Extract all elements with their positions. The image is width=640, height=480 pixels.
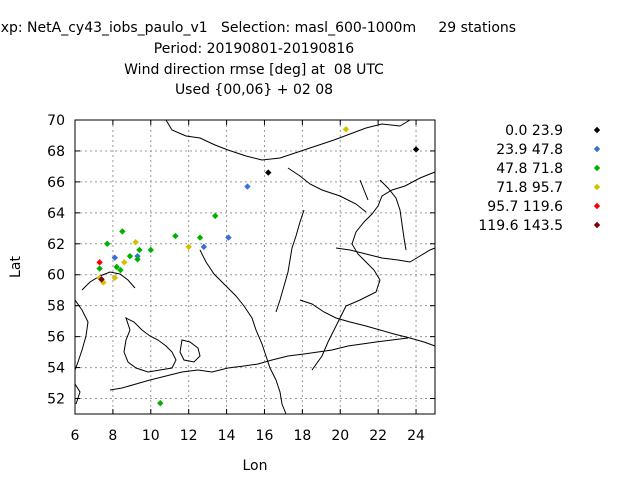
data-point bbox=[126, 252, 134, 260]
x-tick-label: 24 bbox=[407, 428, 425, 444]
coastline-finland-lakes bbox=[359, 179, 407, 251]
data-point bbox=[96, 274, 103, 282]
data-point bbox=[200, 243, 208, 251]
data-point bbox=[111, 274, 118, 282]
data-point bbox=[96, 259, 103, 266]
data-points bbox=[96, 126, 420, 407]
data-point bbox=[121, 259, 128, 266]
data-point bbox=[132, 239, 139, 246]
data-point bbox=[117, 266, 124, 274]
legend-entry-marker bbox=[593, 221, 601, 229]
x-axis-ticks: 6 8 10 12 14 16 18 20 22 24 bbox=[71, 120, 425, 444]
x-tick-label: 16 bbox=[256, 428, 274, 444]
data-point bbox=[212, 212, 219, 220]
data-point bbox=[265, 169, 272, 176]
y-tick-label: 52 bbox=[47, 392, 65, 408]
legend-entry-marker bbox=[593, 202, 601, 210]
legend-entry-label: 0.0 23.9 bbox=[505, 123, 563, 139]
legend-entry-marker bbox=[593, 145, 601, 153]
data-point bbox=[157, 399, 164, 407]
x-tick-label: 8 bbox=[108, 428, 117, 444]
chart-title-line-2: Period: 20190801-20190816 bbox=[153, 41, 355, 57]
legend-entry-marker bbox=[593, 183, 601, 191]
x-tick-label: 20 bbox=[331, 428, 349, 444]
coastline-germany-poland bbox=[109, 337, 409, 391]
data-point bbox=[104, 240, 111, 247]
y-axis-ticks: 52 54 56 58 60 62 64 66 68 70 bbox=[47, 113, 435, 408]
legend-entry-label: 23.9 47.8 bbox=[496, 142, 563, 158]
x-axis-label: Lon bbox=[243, 458, 268, 474]
plot-frame bbox=[74, 119, 436, 415]
data-point bbox=[172, 232, 179, 240]
y-tick-label: 60 bbox=[47, 268, 65, 284]
y-axis-label: Lat bbox=[8, 256, 24, 278]
y-tick-label: 56 bbox=[47, 330, 65, 346]
chart-title-line-3: Wind direction rmse [deg] at 08 UTC bbox=[124, 62, 384, 78]
y-tick-label: 54 bbox=[47, 361, 65, 377]
y-tick-label: 62 bbox=[47, 237, 65, 253]
legend-entry-label: 119.6 143.5 bbox=[478, 218, 563, 234]
legend-entry-marker bbox=[593, 126, 601, 134]
legend-entry-label: 71.8 95.7 bbox=[496, 180, 563, 196]
chart-title-line-1: Exp: NetA_cy43_iobs_paulo_v1 Selection: … bbox=[0, 20, 517, 36]
data-point bbox=[136, 246, 143, 254]
data-point bbox=[111, 254, 118, 261]
data-point bbox=[134, 256, 141, 263]
grid bbox=[75, 120, 435, 414]
coastline-map bbox=[74, 119, 436, 415]
x-tick-label: 22 bbox=[369, 428, 387, 444]
data-point bbox=[119, 228, 126, 235]
data-point bbox=[412, 146, 420, 153]
y-tick-label: 58 bbox=[47, 299, 65, 315]
y-tick-label: 68 bbox=[47, 144, 65, 160]
y-tick-label: 66 bbox=[47, 175, 65, 191]
coastline-britain bbox=[74, 299, 89, 405]
x-tick-label: 6 bbox=[71, 428, 80, 444]
y-tick-label: 70 bbox=[47, 113, 65, 129]
x-tick-label: 12 bbox=[180, 428, 198, 444]
coastline-denmark bbox=[123, 317, 201, 373]
chart-title-line-4: Used {00,06} + 02 08 bbox=[174, 82, 334, 98]
coastline-scandinavia bbox=[81, 119, 436, 415]
data-point bbox=[244, 183, 251, 190]
coastline-baltic-east bbox=[299, 247, 436, 347]
x-tick-label: 14 bbox=[218, 428, 236, 444]
y-tick-label: 64 bbox=[47, 206, 65, 222]
data-point bbox=[342, 126, 350, 133]
legend: 0.0 23.9 23.9 47.8 47.8 71.8 71.8 95.7 95.7 … bbox=[478, 123, 601, 234]
data-point bbox=[225, 234, 232, 241]
data-point bbox=[147, 246, 154, 254]
x-tick-label: 10 bbox=[142, 428, 160, 444]
data-point bbox=[196, 234, 204, 241]
legend-entry-label: 47.8 71.8 bbox=[496, 161, 563, 177]
data-point bbox=[113, 263, 120, 271]
legend-entry-marker bbox=[593, 164, 601, 172]
data-point bbox=[185, 243, 192, 251]
legend-entry-label: 95.7 119.6 bbox=[487, 199, 563, 215]
data-point bbox=[98, 276, 105, 283]
data-point bbox=[96, 265, 103, 272]
x-tick-label: 18 bbox=[293, 428, 311, 444]
